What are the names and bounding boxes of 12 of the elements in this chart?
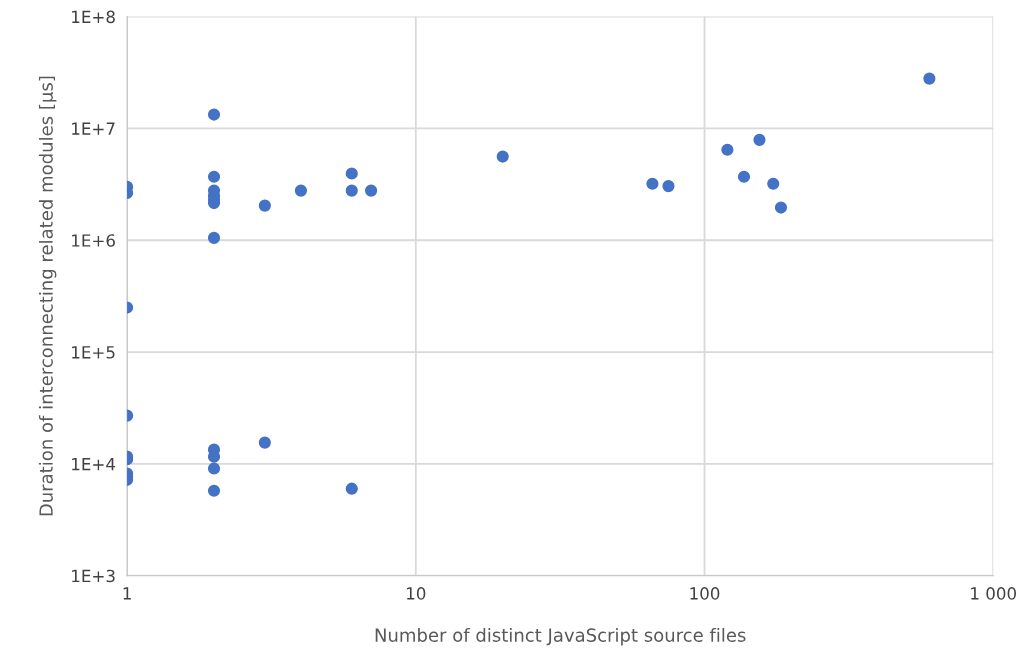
x-tick-label: 1 000: [971, 587, 1016, 600]
x-axis-title: Number of distinct JavaScript source files: [375, 627, 746, 646]
y-tick-label: 1E+4: [72, 458, 116, 471]
y-tick-label: 1E+8: [72, 10, 115, 24]
y-tick-label: 1E+6: [72, 234, 115, 247]
x-tick-label: 1: [123, 587, 131, 600]
y-tick-label: 1E+5: [72, 346, 115, 359]
y-tick-label: 1E+7: [72, 122, 115, 135]
y-axis-title: Duration of interconnecting related modules [µs]: [38, 76, 57, 516]
y-tick-label: 1E+3: [72, 569, 115, 583]
x-tick-label: 10: [407, 587, 426, 600]
x-tick-label: 100: [690, 587, 720, 600]
